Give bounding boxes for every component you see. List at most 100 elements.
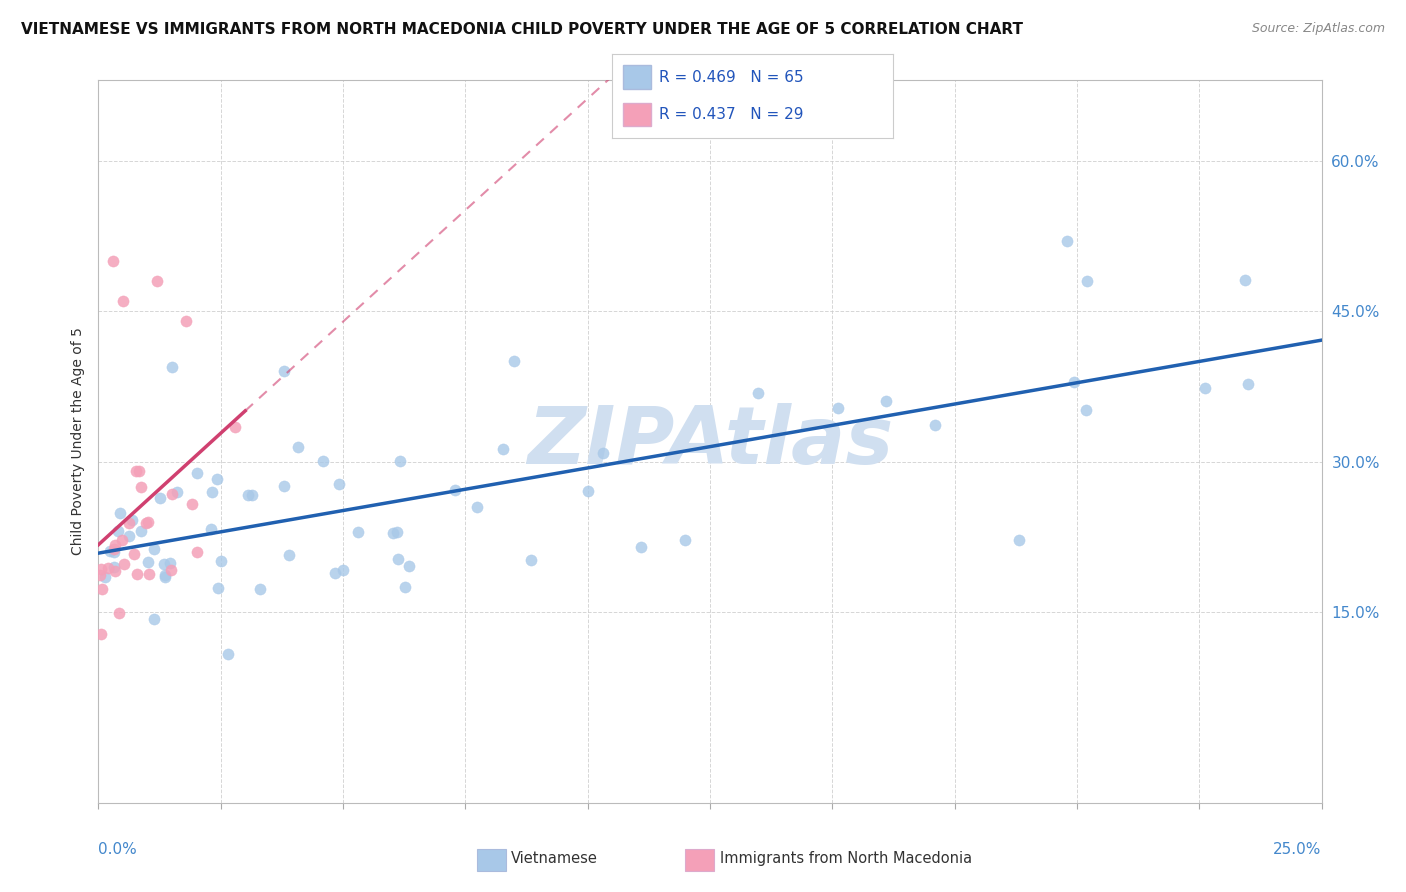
Point xyxy=(104,538,127,552)
FancyBboxPatch shape xyxy=(623,65,651,89)
Point xyxy=(273,479,295,493)
Point xyxy=(128,464,150,478)
Point xyxy=(238,488,260,502)
Y-axis label: Child Poverty Under the Age of 5: Child Poverty Under the Age of 5 xyxy=(72,327,86,556)
Point xyxy=(576,483,599,498)
Point xyxy=(387,525,409,540)
Point xyxy=(103,560,125,574)
Text: R = 0.469   N = 65: R = 0.469 N = 65 xyxy=(659,70,804,85)
Text: Source: ZipAtlas.com: Source: ZipAtlas.com xyxy=(1251,22,1385,36)
Point xyxy=(122,547,145,561)
Point xyxy=(503,354,526,368)
Point xyxy=(135,516,157,530)
Point xyxy=(97,560,120,574)
Text: VIETNAMESE VS IMMIGRANTS FROM NORTH MACEDONIA CHILD POVERTY UNDER THE AGE OF 5 C: VIETNAMESE VS IMMIGRANTS FROM NORTH MACE… xyxy=(21,22,1024,37)
Point xyxy=(332,564,354,578)
Point xyxy=(1237,377,1260,392)
FancyBboxPatch shape xyxy=(477,849,506,871)
Point xyxy=(381,526,404,541)
Point xyxy=(207,472,229,486)
Point xyxy=(146,274,169,288)
Point xyxy=(491,442,513,456)
Point xyxy=(325,566,347,580)
Point xyxy=(630,540,652,554)
Point xyxy=(98,543,121,558)
Point xyxy=(107,524,129,538)
Point xyxy=(186,466,208,480)
Point xyxy=(121,512,143,526)
Point xyxy=(143,612,166,626)
Point xyxy=(118,516,141,530)
Point xyxy=(875,394,897,409)
Point xyxy=(104,564,127,578)
Point xyxy=(186,545,208,559)
Point xyxy=(155,567,177,582)
Point xyxy=(143,542,166,557)
Point xyxy=(90,562,112,576)
FancyBboxPatch shape xyxy=(685,849,714,871)
Point xyxy=(89,568,111,582)
Point xyxy=(138,566,160,581)
Point xyxy=(103,545,125,559)
Point xyxy=(1076,274,1098,288)
Point xyxy=(94,570,117,584)
Point xyxy=(1008,533,1031,547)
Point xyxy=(129,524,152,539)
Point xyxy=(149,491,172,505)
Point xyxy=(398,558,420,573)
Point xyxy=(176,314,198,328)
Point xyxy=(312,454,335,468)
Point xyxy=(1063,375,1085,389)
Point xyxy=(108,606,131,620)
Point xyxy=(592,446,614,460)
Point xyxy=(125,464,148,478)
Point xyxy=(747,386,769,401)
Point xyxy=(673,533,696,547)
Point xyxy=(328,477,350,491)
Point xyxy=(110,506,132,520)
Point xyxy=(136,555,159,569)
Point xyxy=(127,567,149,582)
Point xyxy=(242,488,264,502)
Point xyxy=(394,580,416,594)
Point xyxy=(207,581,229,595)
FancyBboxPatch shape xyxy=(623,103,651,127)
Point xyxy=(90,582,112,597)
Point xyxy=(209,554,232,568)
Point xyxy=(129,480,152,494)
Text: R = 0.437   N = 29: R = 0.437 N = 29 xyxy=(659,107,804,122)
Point xyxy=(1076,403,1098,417)
Text: 25.0%: 25.0% xyxy=(1274,842,1322,856)
Point xyxy=(160,360,183,375)
Point xyxy=(200,522,222,536)
Point xyxy=(160,563,183,577)
Point xyxy=(153,558,176,572)
Text: Vietnamese: Vietnamese xyxy=(512,852,598,866)
Point xyxy=(287,440,309,454)
Point xyxy=(111,533,134,547)
Point xyxy=(1194,381,1216,395)
Point xyxy=(224,420,246,434)
Point xyxy=(103,541,125,556)
Point xyxy=(1233,273,1256,287)
Point xyxy=(347,525,370,540)
Point xyxy=(249,582,271,596)
Point xyxy=(444,483,467,497)
Point xyxy=(387,552,409,566)
Point xyxy=(389,453,412,467)
Point xyxy=(153,570,176,584)
Point xyxy=(217,647,239,661)
Point xyxy=(277,548,299,562)
Point xyxy=(160,487,183,501)
Point xyxy=(112,557,135,571)
Point xyxy=(136,515,159,529)
Point xyxy=(166,484,188,499)
Point xyxy=(201,484,224,499)
Point xyxy=(111,294,134,309)
Point xyxy=(465,500,488,515)
Text: ZIPAtlas: ZIPAtlas xyxy=(527,402,893,481)
Text: Immigrants from North Macedonia: Immigrants from North Macedonia xyxy=(720,852,972,866)
Point xyxy=(1056,234,1078,248)
Point xyxy=(159,556,181,570)
Point xyxy=(118,529,141,543)
